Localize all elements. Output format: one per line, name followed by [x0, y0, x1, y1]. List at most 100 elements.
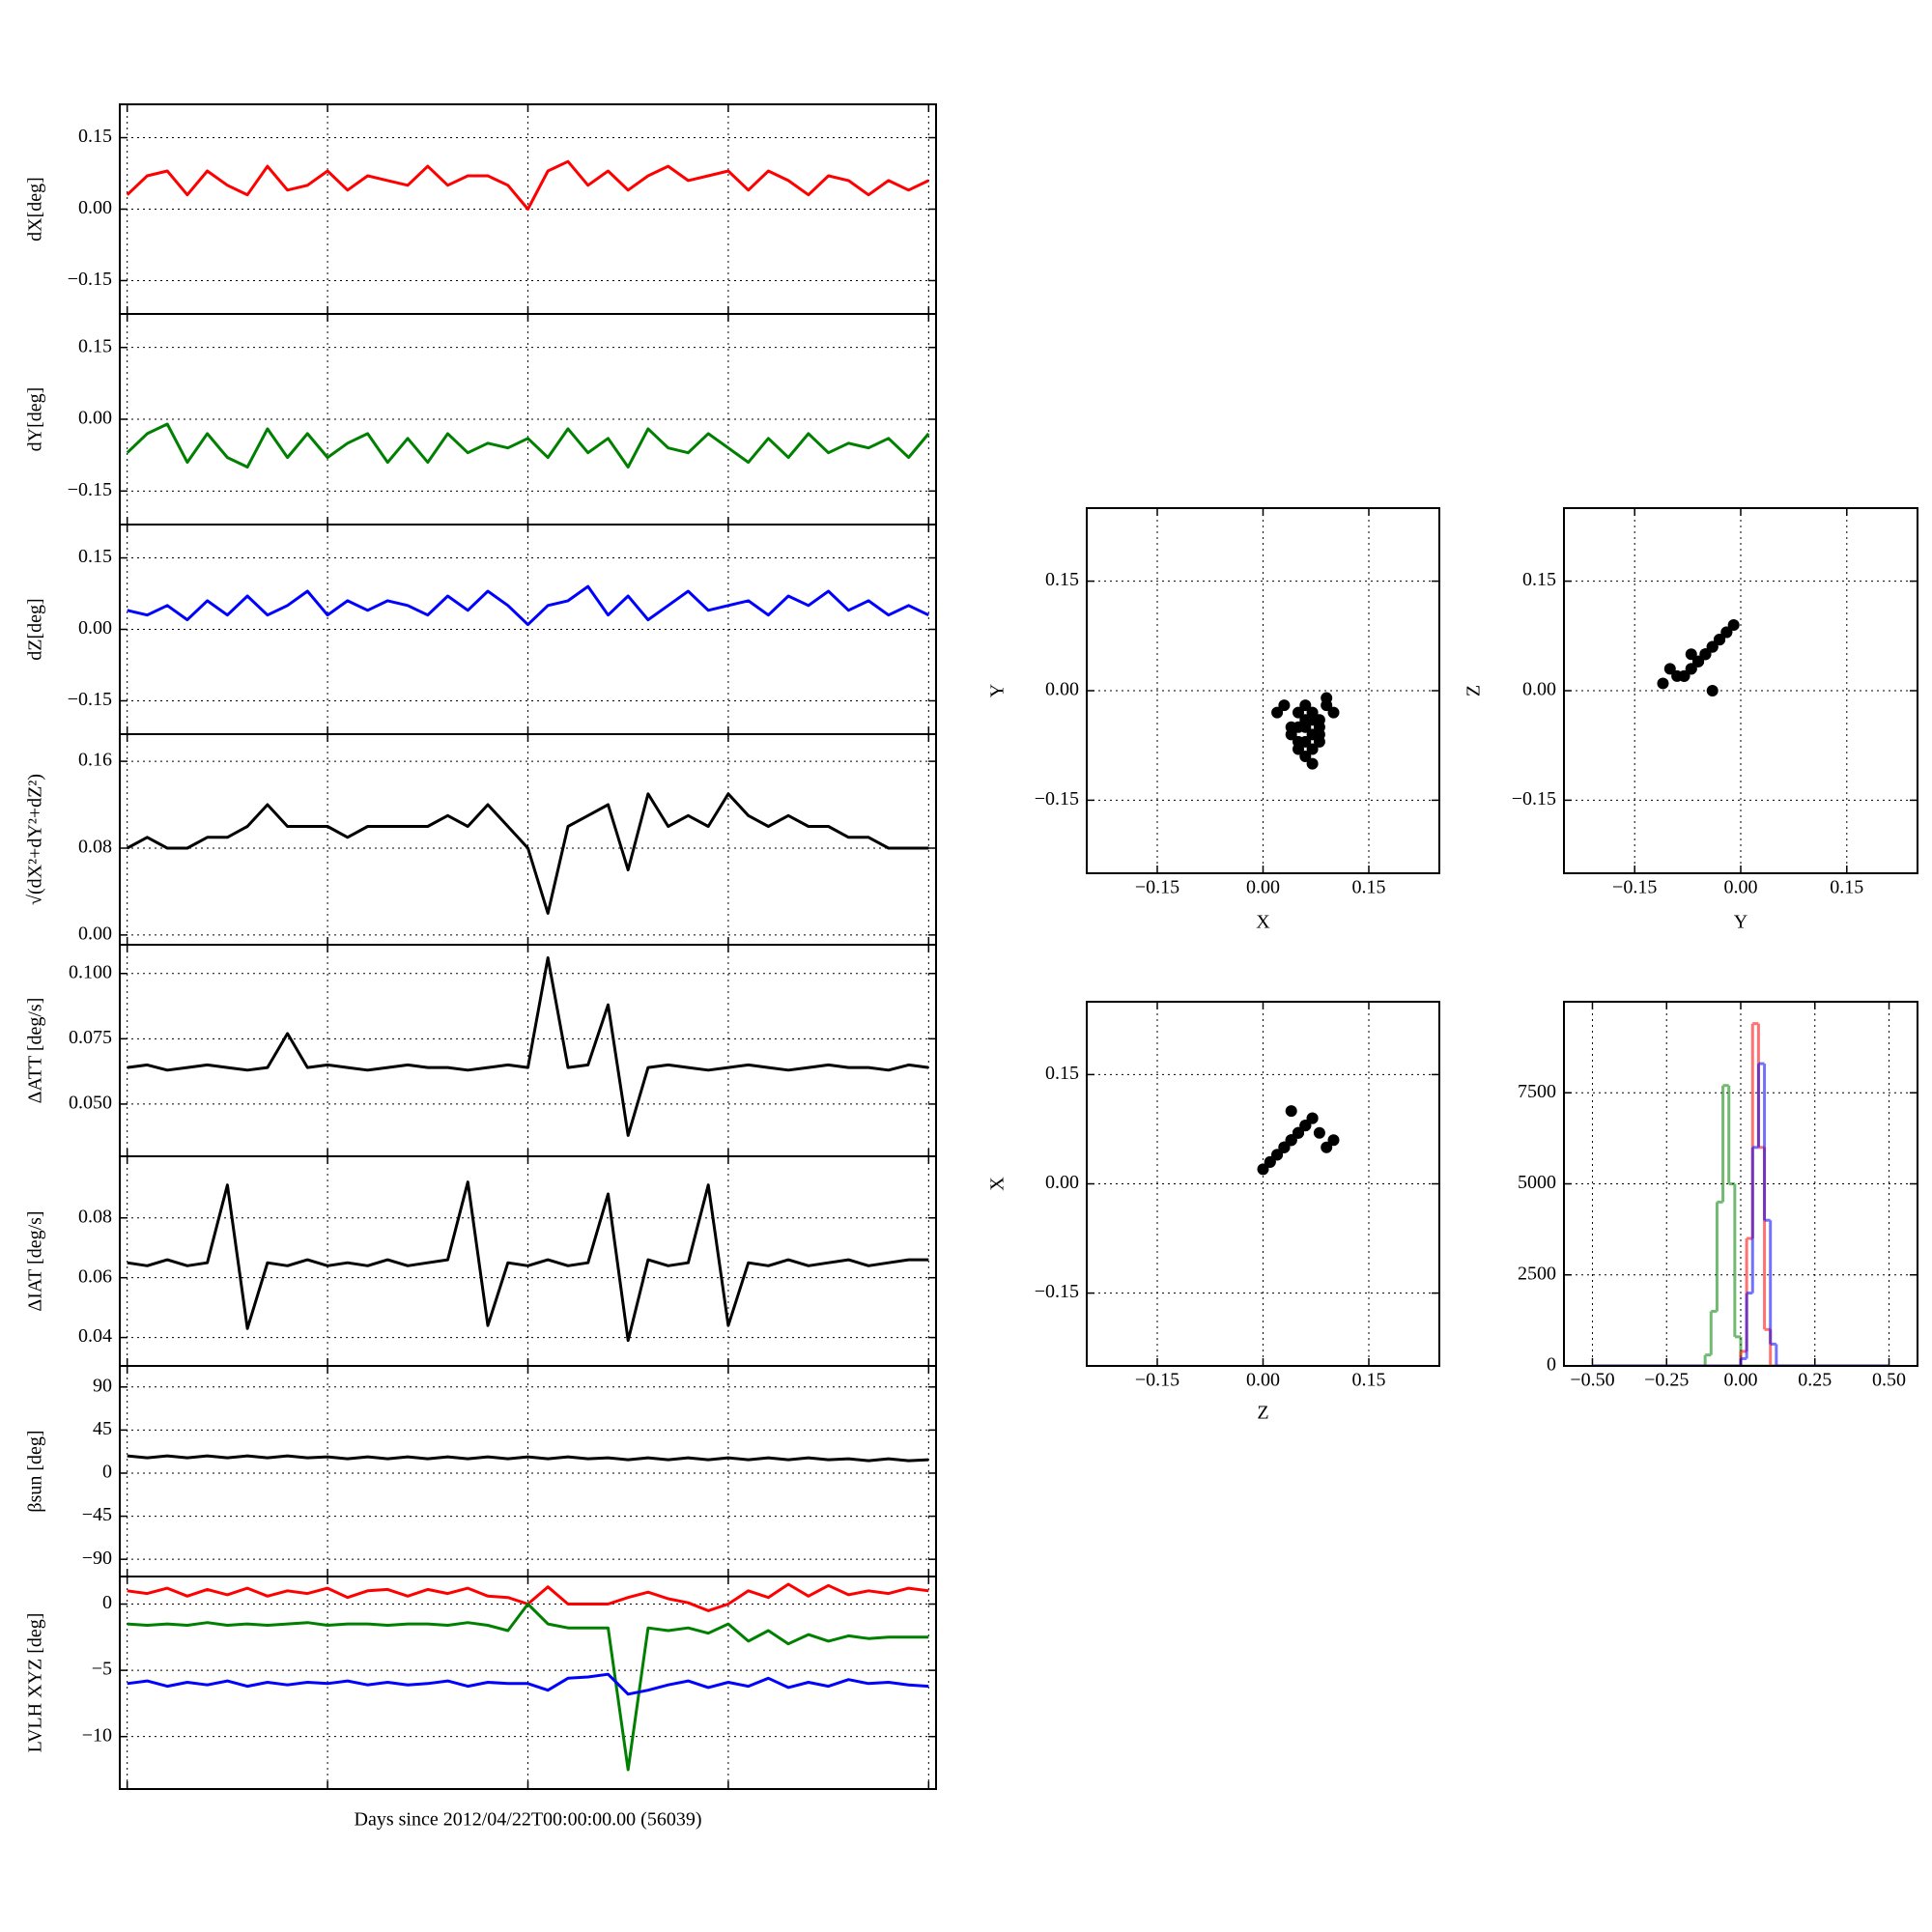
y-tick-label: 45 — [93, 1418, 112, 1439]
hist-series — [1592, 1062, 1889, 1366]
y-tick-label: 0.00 — [78, 923, 112, 944]
y-tick-label: 0.075 — [69, 1027, 112, 1048]
point — [1727, 618, 1740, 631]
x-tick-label: 0.00 — [1724, 877, 1758, 898]
data-layer — [1271, 692, 1340, 770]
panel: −10 −5 0 LVLH XYZ [deg] Days since 2012/04/2… — [25, 1576, 937, 1831]
y-tick-label: 0.16 — [78, 750, 112, 771]
point — [1714, 634, 1726, 646]
point — [1692, 655, 1705, 668]
point — [1293, 706, 1304, 719]
y-tick-label: 0.15 — [78, 335, 112, 356]
panel: 0.04 0.06 0.08 ΔIAT [deg/s] — [25, 1155, 937, 1367]
data-layer — [127, 584, 929, 627]
data-layer — [126, 792, 929, 915]
y-tick-label: −0.15 — [68, 689, 112, 710]
y-axis-label: Y — [987, 684, 1009, 697]
point — [1706, 640, 1719, 653]
panel: −0.15 0.00 0.15 dZ[deg] — [25, 524, 937, 735]
y-axis-label: ΔATT [deg/s] — [25, 998, 46, 1104]
x-axis-label: Days since 2012/04/22T00:00:00.00 (56039… — [355, 1809, 702, 1831]
point — [1293, 743, 1304, 755]
point — [1313, 1126, 1325, 1139]
panel: −90 −45 0 45 90 βsun [deg] — [25, 1365, 937, 1577]
y-tick-label: −10 — [82, 1724, 112, 1746]
y-tick-label: −0.15 — [68, 269, 112, 290]
point — [1306, 728, 1319, 741]
y-tick-label: −0.15 — [1035, 1281, 1079, 1302]
y-tick-label: 0 — [102, 1592, 112, 1613]
point — [1313, 721, 1325, 733]
y-tick-label: 0.15 — [78, 546, 112, 567]
series-line — [127, 1672, 929, 1696]
panel: 0 2500 5000 7500 −0.50 −0.25 0.00 0.25 0.50 — [1518, 1001, 1918, 1391]
y-tick-label: 2500 — [1518, 1263, 1556, 1284]
point — [1299, 699, 1312, 712]
point — [1327, 706, 1340, 719]
y-axis-label: dY[deg] — [25, 387, 46, 452]
point — [1271, 1149, 1284, 1161]
y-axis-label: dX[deg] — [25, 177, 46, 242]
y-axis-label: ΔIAT [deg/s] — [25, 1210, 46, 1311]
point — [1299, 1120, 1312, 1132]
series-line — [127, 956, 929, 1137]
y-tick-label: −5 — [92, 1659, 112, 1680]
series-line — [126, 792, 929, 915]
y-tick-label: 0 — [1547, 1354, 1556, 1376]
point — [1306, 743, 1319, 755]
axes-frame — [119, 1576, 937, 1790]
data-layer — [127, 1180, 929, 1343]
point — [1299, 714, 1312, 726]
y-tick-label: 0.15 — [78, 126, 112, 147]
series-line — [127, 1454, 929, 1463]
y-axis-label: dZ[deg] — [25, 598, 46, 660]
y-axis-label: √(dX²+dY²+dZ²) — [25, 774, 46, 905]
panel: −0.15 0.00 0.15 dX[deg] — [25, 103, 937, 315]
y-axis-label: Z — [1463, 685, 1485, 696]
y-tick-label: 0 — [102, 1462, 112, 1483]
x-tick-label: −0.25 — [1644, 1370, 1689, 1391]
y-axis-label: LVLH XYZ [deg] — [25, 1613, 46, 1753]
series-line — [127, 1603, 929, 1772]
point — [1321, 692, 1333, 704]
axes-frame — [1086, 1001, 1440, 1367]
point — [1327, 1134, 1340, 1147]
y-tick-label: −0.15 — [68, 479, 112, 500]
data-layer — [1592, 1022, 1889, 1366]
point — [1657, 677, 1669, 690]
y-tick-label: −45 — [82, 1504, 112, 1525]
data-layer — [1257, 1105, 1340, 1176]
panel: −0.15 0.00 0.15 dY[deg] — [25, 313, 937, 526]
data-layer — [126, 422, 930, 469]
point — [1264, 1155, 1276, 1168]
y-tick-label: 0.00 — [1045, 1172, 1079, 1193]
y-tick-label: 0.08 — [78, 837, 112, 858]
y-axis-label: X — [987, 1177, 1009, 1191]
x-tick-label: 0.00 — [1246, 1370, 1280, 1391]
data-layer — [127, 956, 929, 1137]
data-layer — [127, 1582, 929, 1772]
y-tick-label: −0.15 — [1512, 788, 1556, 810]
series-line — [127, 1180, 929, 1343]
x-axis-label: Y — [1734, 912, 1747, 933]
y-tick-label: −0.15 — [1035, 788, 1079, 810]
y-tick-label: 0.00 — [78, 408, 112, 429]
y-tick-label: 0.15 — [1045, 569, 1079, 590]
point — [1285, 1134, 1297, 1147]
point — [1285, 1105, 1297, 1118]
point — [1306, 1112, 1319, 1124]
point — [1293, 1126, 1304, 1139]
point — [1321, 1141, 1333, 1153]
y-tick-label: 0.15 — [1522, 569, 1556, 590]
hist-series — [1592, 1084, 1889, 1366]
point — [1685, 648, 1697, 661]
point — [1706, 685, 1719, 696]
x-tick-label: −0.50 — [1570, 1370, 1614, 1391]
x-axis-label: Z — [1257, 1403, 1268, 1424]
point — [1257, 1163, 1269, 1176]
point — [1699, 648, 1712, 661]
x-tick-label: 0.00 — [1246, 877, 1280, 898]
x-tick-label: −0.15 — [1612, 877, 1657, 898]
x-tick-label: 0.15 — [1352, 877, 1386, 898]
